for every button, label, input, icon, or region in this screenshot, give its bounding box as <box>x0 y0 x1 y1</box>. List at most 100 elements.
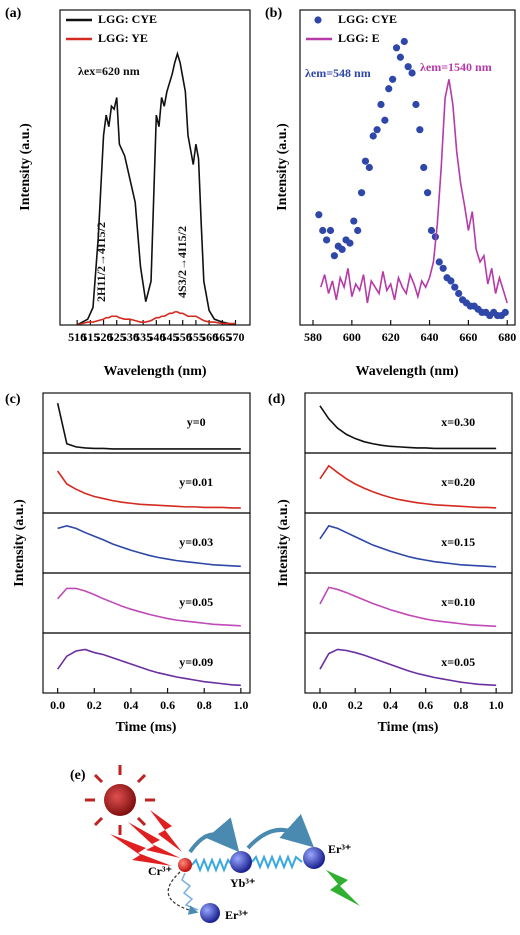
x-tick-label: 515 <box>81 330 99 344</box>
x-tick-label: 555 <box>187 330 205 344</box>
series-line <box>320 79 508 304</box>
data-point <box>361 157 370 165</box>
ion-label: Yb³⁺ <box>230 876 255 890</box>
transfer-arrows <box>167 814 314 915</box>
data-point <box>400 37 408 46</box>
x-tick-label: 640 <box>421 330 439 344</box>
series-line <box>57 587 241 627</box>
data-point <box>408 69 416 77</box>
series-label: y=0.05 <box>179 595 213 609</box>
series-label: y=0.01 <box>179 475 213 489</box>
light-source <box>85 765 155 835</box>
x-tick-label: 1.0 <box>489 698 504 712</box>
data-point <box>319 226 327 235</box>
x-tick-label: 620 <box>382 330 400 344</box>
x-tick-label: 0.6 <box>418 698 433 712</box>
y-axis-label: Intensity (a.u.) <box>275 123 290 211</box>
annotation: λex=620 nm <box>78 64 140 78</box>
subplot-frame <box>304 512 513 574</box>
x-tick-label: 570 <box>226 330 244 344</box>
series-line <box>319 464 497 509</box>
series-line <box>76 311 236 326</box>
annotation: 2H11/2→4I15/2 <box>94 222 108 302</box>
subplot-frame <box>42 512 251 574</box>
panel-label: (c) <box>5 392 21 407</box>
x-axis-label: Time (ms) <box>116 720 177 735</box>
x-tick-label: 1.0 <box>233 698 248 712</box>
data-point <box>326 226 335 235</box>
y-axis-label: Intensity (a.u.) <box>12 499 27 587</box>
ion-label: Er³⁺ <box>225 908 248 922</box>
data-point <box>357 189 366 197</box>
data-point <box>427 226 436 235</box>
x-tick-label: 520 <box>95 330 113 344</box>
annotation: λem=1540 nm <box>420 60 492 74</box>
series-label: x=0.05 <box>441 655 475 669</box>
series-label: y=0.09 <box>179 655 213 669</box>
data-point <box>346 239 354 247</box>
y-axis-label: Intensity (a.u.) <box>18 123 33 211</box>
er-ion <box>200 903 220 923</box>
data-point <box>404 63 412 71</box>
legend-label: LGG: YE <box>98 31 148 45</box>
x-tick-label: 0.4 <box>123 698 138 712</box>
series-label: x=0.10 <box>441 595 475 609</box>
x-tick-label: 550 <box>174 330 192 344</box>
springs <box>181 854 303 911</box>
data-point <box>396 53 405 61</box>
panel-label: (b) <box>265 6 282 21</box>
excitation-bolts <box>110 810 182 866</box>
energy-transfer-diagram: (e) Cr³⁺ Yb³⁺ Er³⁺ Er³⁺ <box>70 765 360 923</box>
data-point <box>381 116 389 124</box>
series-line <box>56 470 241 509</box>
data-point <box>369 132 377 140</box>
series-line <box>76 50 236 326</box>
legend-label: LGG: E <box>338 31 380 45</box>
x-tick-label: 565 <box>213 330 231 344</box>
plot-frame <box>59 9 251 326</box>
x-tick-label: 560 <box>200 330 218 344</box>
data-point <box>385 85 393 93</box>
series-line <box>319 648 497 687</box>
x-tick-label: 545 <box>161 330 179 344</box>
annotation: λem=548 nm <box>305 66 371 80</box>
emission-bolt <box>326 870 360 906</box>
x-tick-label: 0.8 <box>453 698 468 712</box>
data-point <box>424 189 432 197</box>
subplot-frame <box>42 392 251 454</box>
data-point <box>451 283 459 291</box>
series-line <box>56 648 241 687</box>
panel-label: (a) <box>5 6 22 21</box>
data-point <box>412 100 420 109</box>
data-point <box>392 44 401 52</box>
x-tick-label: 535 <box>134 330 152 344</box>
x-tick-label: 0.0 <box>312 698 327 712</box>
data-point <box>389 75 397 83</box>
y-axis-label: Intensity (a.u.) <box>276 499 291 587</box>
panel-label: (e) <box>70 768 86 783</box>
data-point <box>455 289 463 298</box>
ion-label: Er³⁺ <box>328 842 351 856</box>
data-point <box>416 126 424 134</box>
data-point <box>439 264 447 272</box>
x-tick-label: 680 <box>498 330 516 344</box>
x-tick-label: 510 <box>68 330 86 344</box>
x-tick-label: 580 <box>304 330 322 344</box>
data-point <box>373 126 381 134</box>
subplot-frame <box>304 452 513 514</box>
data-point <box>435 258 443 266</box>
series-line <box>319 586 497 628</box>
plot-frame <box>299 9 516 326</box>
legend-label: LGG: CYE <box>338 12 397 26</box>
legend-marker <box>314 16 322 24</box>
x-tick-label: 0.8 <box>197 698 212 712</box>
data-point <box>330 252 338 260</box>
x-tick-label: 0.2 <box>87 698 102 712</box>
data-point <box>501 308 509 316</box>
series-line <box>57 524 241 568</box>
subplot-frame <box>304 572 513 634</box>
x-tick-label: 530 <box>121 330 139 344</box>
x-tick-label: 0.2 <box>348 698 363 712</box>
series-line <box>319 524 497 568</box>
